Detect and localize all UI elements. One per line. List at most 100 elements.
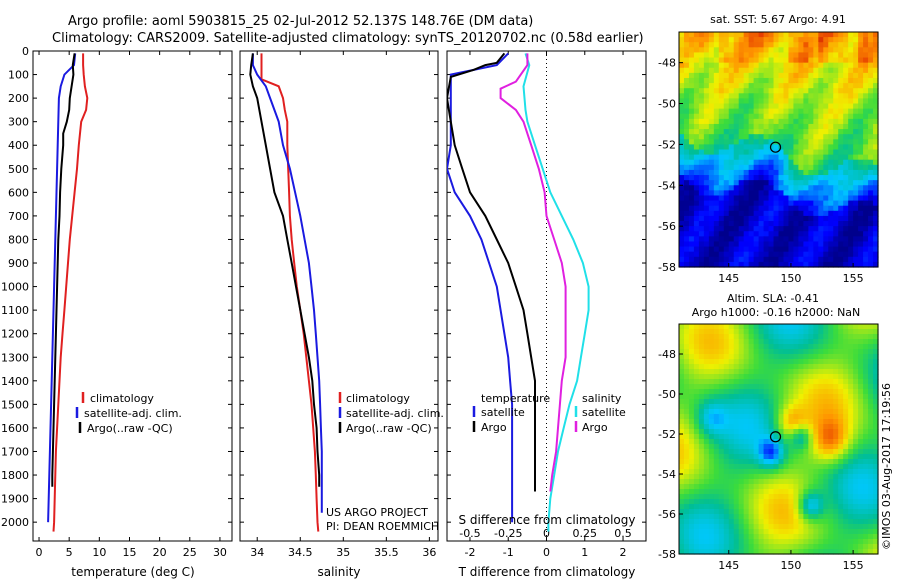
- heatmap-cell: [798, 384, 804, 390]
- heatmap-cell: [703, 509, 710, 515]
- heatmap-cell: [763, 108, 770, 115]
- heatmap-cell: [698, 195, 705, 202]
- heatmap-cell: [693, 344, 700, 350]
- heatmap-cell: [758, 108, 765, 115]
- sla-map-title-line2: Argo h1000: -0.16 h2000: NaN: [692, 306, 861, 319]
- difference-xlabel: T difference from climatology: [458, 565, 636, 579]
- heatmap-cell: [728, 118, 735, 125]
- heatmap-cell: [863, 374, 869, 380]
- heatmap-cell: [858, 344, 864, 350]
- heatmap-cell: [803, 251, 809, 258]
- heatmap-cell: [733, 134, 740, 140]
- heatmap-cell: [733, 384, 740, 390]
- heatmap-cell: [823, 509, 829, 515]
- heatmap-cell: [813, 57, 819, 64]
- heatmap-cell: [868, 256, 874, 263]
- heatmap-cell: [748, 42, 755, 48]
- heatmap-cell: [708, 221, 715, 227]
- heatmap-cell: [833, 454, 839, 460]
- heatmap-cell: [718, 524, 725, 530]
- heatmap-cell: [853, 454, 859, 460]
- heatmap-cell: [688, 469, 695, 475]
- heatmap-cell: [773, 404, 780, 410]
- heatmap-cell: [848, 424, 854, 430]
- heatmap-cell: [723, 324, 730, 330]
- heatmap-cell: [733, 329, 740, 335]
- heatmap-cell: [868, 246, 874, 253]
- heatmap-cell: [798, 246, 804, 253]
- heatmap-cell: [863, 494, 869, 500]
- heatmap-cell: [718, 459, 725, 465]
- heatmap-cell: [788, 494, 795, 500]
- heatmap-cell: [758, 37, 765, 43]
- heatmap-cell: [703, 83, 710, 89]
- heatmap-cell: [813, 354, 819, 360]
- heatmap-cell: [788, 37, 795, 43]
- heatmap-cell: [718, 429, 725, 435]
- heatmap-cell: [768, 544, 775, 550]
- heatmap-cell: [698, 459, 705, 465]
- heatmap-cell: [813, 469, 819, 475]
- heatmap-cell: [803, 329, 809, 335]
- heatmap-cell: [798, 464, 804, 470]
- heatmap-cell: [738, 489, 745, 495]
- heatmap-cell: [683, 444, 690, 450]
- heatmap-cell: [763, 159, 770, 166]
- heatmap-cell: [803, 190, 809, 197]
- heatmap-cell: [693, 129, 700, 135]
- heatmap-cell: [743, 144, 750, 151]
- heatmap-cell: [698, 479, 705, 485]
- heatmap-cell: [788, 215, 795, 222]
- x-tick-label: 150: [780, 272, 801, 285]
- heatmap-cell: [768, 190, 775, 197]
- heatmap-cell: [688, 226, 695, 232]
- heatmap-cell: [858, 354, 864, 360]
- heatmap-cell: [838, 231, 844, 237]
- heatmap-cell: [738, 52, 745, 59]
- heatmap-cell: [733, 103, 740, 110]
- heatmap-cell: [718, 539, 725, 545]
- x-tick-label: 155: [843, 272, 864, 285]
- heatmap-cell: [823, 439, 829, 445]
- heatmap-cell: [833, 164, 839, 171]
- heatmap-cell: [693, 439, 700, 445]
- heatmap-cell: [858, 72, 864, 79]
- heatmap-cell: [688, 454, 695, 460]
- heatmap-cell: [703, 159, 710, 166]
- heatmap-cell: [778, 469, 785, 475]
- heatmap-cell: [728, 409, 735, 415]
- heatmap-cell: [703, 129, 710, 135]
- heatmap-cell: [763, 549, 770, 555]
- heatmap-cell: [683, 226, 690, 232]
- heatmap-cell: [833, 544, 839, 550]
- heatmap-cell: [778, 231, 785, 237]
- heatmap-cell: [753, 409, 760, 415]
- heatmap-cell: [708, 384, 715, 390]
- heatmap-cell: [778, 534, 785, 540]
- heatmap-cell: [853, 489, 859, 495]
- heatmap-cell: [768, 164, 775, 171]
- heatmap-cell: [838, 246, 844, 253]
- heatmap-cell: [788, 103, 795, 110]
- heatmap-cell: [843, 67, 849, 74]
- heatmap-cell: [723, 449, 730, 455]
- heatmap-cell: [843, 429, 849, 435]
- heatmap-cell: [679, 369, 685, 375]
- heatmap-cell: [843, 329, 849, 335]
- heatmap-cell: [873, 374, 879, 380]
- heatmap-cell: [858, 449, 864, 455]
- heatmap-cell: [679, 57, 685, 64]
- heatmap-cell: [863, 544, 869, 550]
- heatmap-cell: [708, 324, 715, 330]
- heatmap-cell: [683, 544, 690, 550]
- heatmap-cell: [773, 190, 780, 197]
- heatmap-cell: [708, 529, 715, 535]
- heatmap-cell: [783, 47, 790, 54]
- heatmap-cell: [858, 509, 864, 515]
- heatmap-cell: [723, 83, 730, 89]
- heatmap-cell: [763, 57, 770, 64]
- heatmap-cell: [693, 409, 700, 415]
- heatmap-cell: [808, 129, 814, 135]
- heatmap-cell: [748, 241, 755, 248]
- heatmap-cell: [833, 139, 839, 145]
